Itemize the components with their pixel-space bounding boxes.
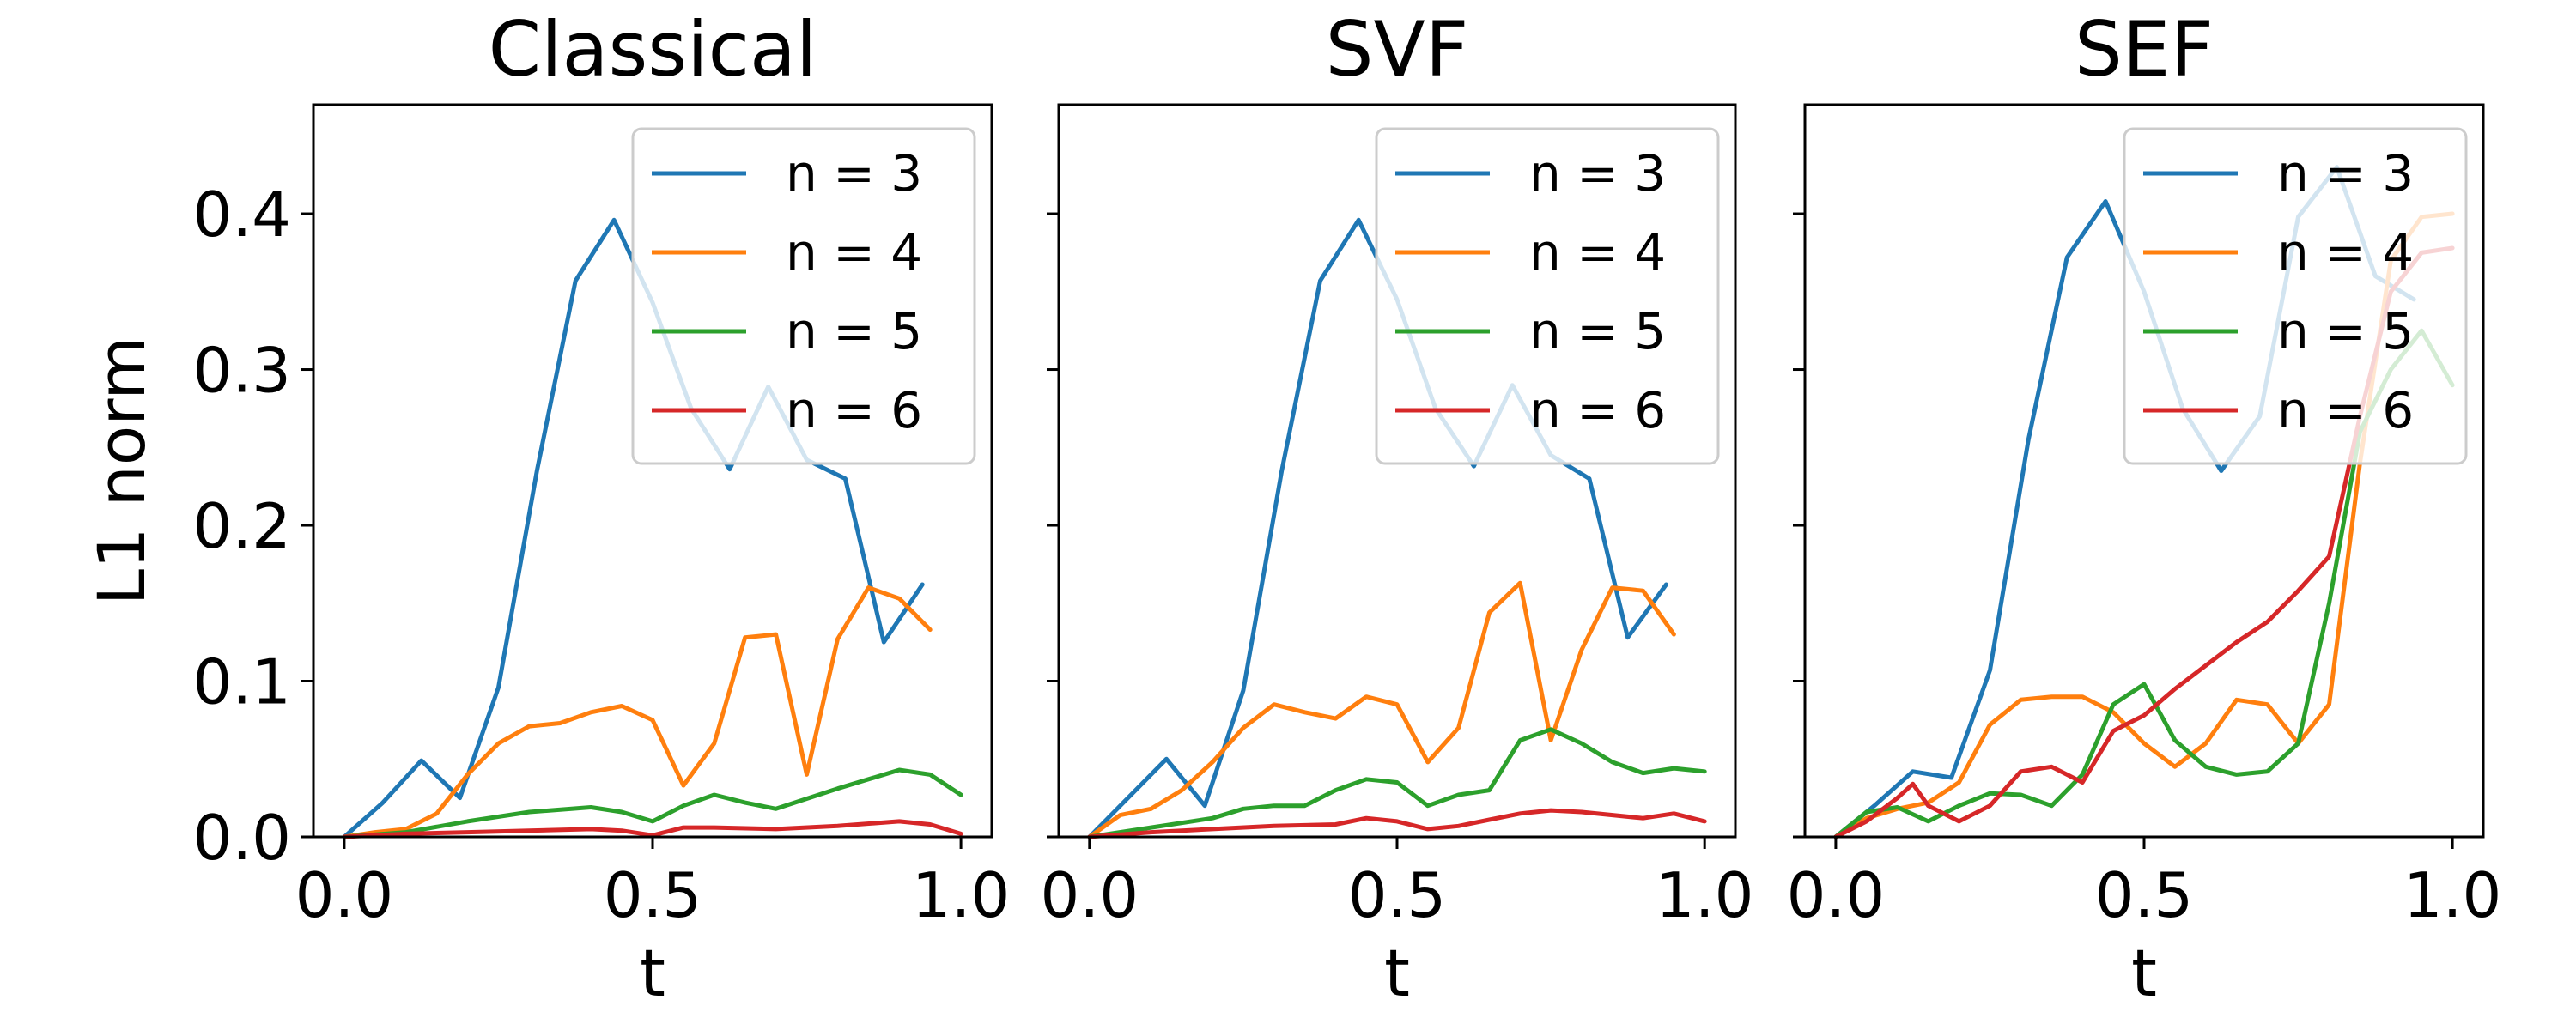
legend-label: n = 3 — [786, 144, 922, 203]
legend-label: n = 4 — [786, 223, 922, 282]
series-line-n4 — [1833, 211, 2455, 839]
legend-label: n = 5 — [786, 302, 922, 360]
series-line-n4 — [342, 585, 933, 839]
legend-label: n = 6 — [2277, 381, 2414, 439]
series-line-n5 — [1833, 328, 2455, 839]
panel-title: Classical — [489, 5, 817, 94]
y-axis-label: L1 norm — [83, 336, 160, 605]
x-tick-label: 1.0 — [2403, 859, 2502, 931]
legend: n = 3 n = 4 n = 5 n = 6 — [2123, 127, 2468, 465]
panel-svf: SVF 0.0 0.5 1.0 t n = 3 n = 4 n = 5 n = 6 — [1041, 5, 1754, 1011]
series-line-n6 — [1833, 245, 2455, 839]
x-tick-label: 1.0 — [1656, 859, 1754, 931]
legend-label: n = 5 — [1529, 302, 1666, 360]
x-tick-label: 0.0 — [1787, 859, 1886, 931]
x-axis-label: t — [2131, 935, 2157, 1011]
panel-classical: Classical 0.0 0.5 1.0 0.0 0.1 0.2 0.3 0.4 t L1 nor… — [83, 5, 1010, 1011]
y-tick-label: 0.3 — [192, 335, 291, 407]
x-tick-label: 0.5 — [1348, 859, 1447, 931]
x-axis-label: t — [640, 935, 665, 1011]
legend-label: n = 6 — [1529, 381, 1666, 439]
panel-title: SVF — [1326, 5, 1469, 94]
series-line-n5 — [342, 767, 963, 839]
legend: n = 3 n = 4 n = 5 n = 6 — [631, 127, 976, 465]
y-tick-label: 0.4 — [192, 179, 291, 251]
legend-box — [1375, 127, 1720, 465]
y-tick-label: 0.0 — [192, 802, 291, 874]
legend-box — [2123, 127, 2468, 465]
y-tick-label: 0.2 — [192, 490, 291, 562]
series-line-n6 — [1087, 808, 1707, 839]
legend-label: n = 5 — [2277, 302, 2414, 360]
legend-label: n = 4 — [1529, 223, 1666, 282]
x-tick-label: 0.5 — [604, 859, 702, 931]
legend-label: n = 3 — [2277, 144, 2414, 203]
series-line-n4 — [1087, 580, 1676, 839]
legend: n = 3 n = 4 n = 5 n = 6 — [1375, 127, 1720, 465]
y-tick-label: 0.1 — [192, 646, 291, 718]
legend-label: n = 6 — [786, 381, 922, 439]
series-line-n5 — [1087, 727, 1707, 839]
x-tick-label: 0.0 — [1041, 859, 1139, 931]
legend-box — [631, 127, 976, 465]
x-axis-label: t — [1384, 935, 1410, 1011]
x-tick-label: 1.0 — [912, 859, 1011, 931]
x-tick-label: 0.5 — [2095, 859, 2194, 931]
series-line-n6 — [342, 819, 963, 839]
legend-label: n = 3 — [1529, 144, 1666, 203]
panel-title: SEF — [2075, 5, 2214, 94]
legend-label: n = 4 — [2277, 223, 2414, 282]
x-tick-label: 0.0 — [295, 859, 394, 931]
panel-sef: SEF 0.0 0.5 1.0 t n = 3 n = 4 n = 5 n = 6 — [1787, 5, 2502, 1011]
